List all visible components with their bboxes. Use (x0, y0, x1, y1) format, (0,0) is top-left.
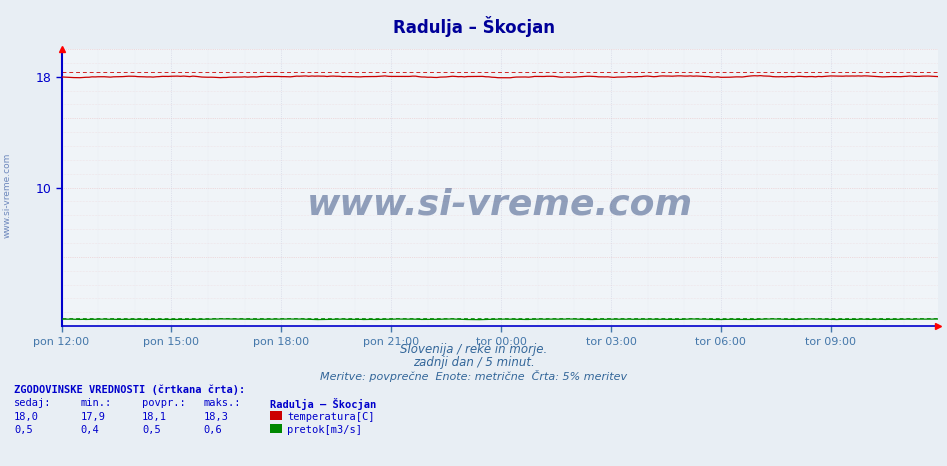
Text: 0,5: 0,5 (142, 425, 161, 435)
Text: zadnji dan / 5 minut.: zadnji dan / 5 minut. (413, 356, 534, 370)
Text: 18,0: 18,0 (14, 412, 39, 422)
Text: temperatura[C]: temperatura[C] (287, 412, 374, 422)
Text: povpr.:: povpr.: (142, 398, 186, 408)
Text: Radulja – Škocjan: Radulja – Škocjan (270, 398, 376, 411)
Text: min.:: min.: (80, 398, 112, 408)
Text: Meritve: povprečne  Enote: metrične  Črta: 5% meritev: Meritve: povprečne Enote: metrične Črta:… (320, 370, 627, 383)
Text: 17,9: 17,9 (80, 412, 105, 422)
Text: Radulja – Škocjan: Radulja – Škocjan (392, 16, 555, 37)
Text: 0,6: 0,6 (204, 425, 223, 435)
Text: ZGODOVINSKE VREDNOSTI (črtkana črta):: ZGODOVINSKE VREDNOSTI (črtkana črta): (14, 384, 245, 395)
Text: www.si-vreme.com: www.si-vreme.com (3, 153, 12, 239)
Text: 0,4: 0,4 (80, 425, 99, 435)
Text: Slovenija / reke in morje.: Slovenija / reke in morje. (400, 343, 547, 356)
Text: 18,3: 18,3 (204, 412, 228, 422)
Text: 0,5: 0,5 (14, 425, 33, 435)
Text: 18,1: 18,1 (142, 412, 167, 422)
Text: www.si-vreme.com: www.si-vreme.com (307, 187, 692, 221)
Text: pretok[m3/s]: pretok[m3/s] (287, 425, 362, 435)
Text: sedaj:: sedaj: (14, 398, 52, 408)
Text: maks.:: maks.: (204, 398, 241, 408)
